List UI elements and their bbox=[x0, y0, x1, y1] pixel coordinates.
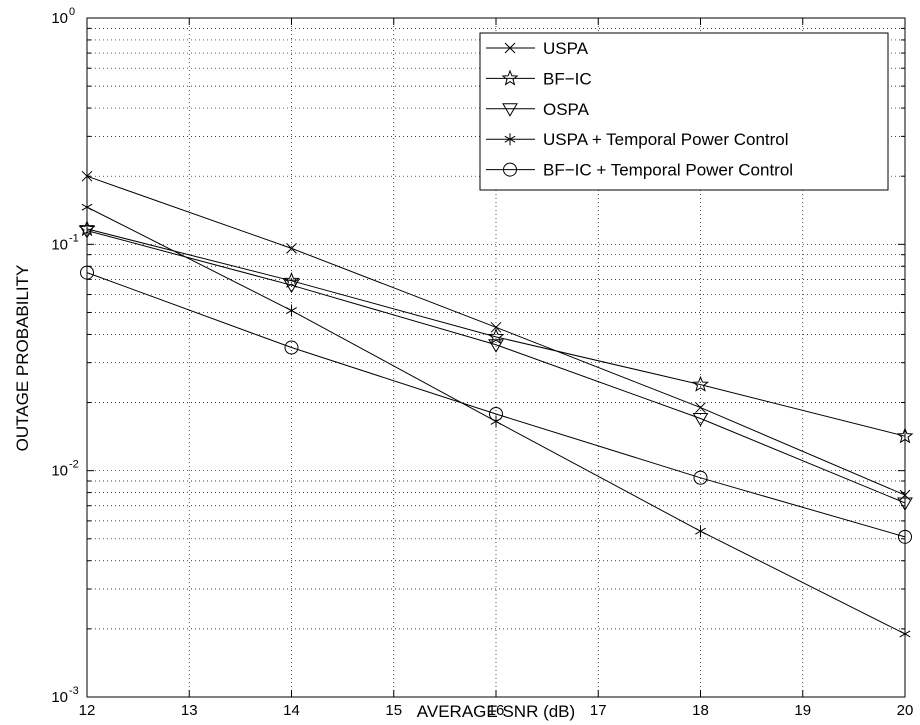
series-line-star bbox=[86, 228, 906, 437]
series-line-circle bbox=[86, 272, 906, 538]
legend-box bbox=[479, 32, 889, 191]
x-tick-label: 15 bbox=[385, 702, 402, 719]
legend-label: OSPA bbox=[543, 100, 590, 119]
legend-label: BF−IC + Temporal Power Control bbox=[543, 161, 793, 180]
legend-marker bbox=[504, 133, 516, 146]
legend-label: BF−IC bbox=[543, 69, 592, 88]
legend-marker bbox=[504, 42, 516, 54]
y-tick-exponent: 0 bbox=[69, 6, 75, 18]
data-point-x bbox=[490, 321, 502, 333]
y-tick-base: 10 bbox=[51, 10, 68, 27]
data-point-circle bbox=[284, 340, 299, 355]
legend-marker bbox=[501, 69, 519, 86]
y-tick-exponent: -3 bbox=[69, 685, 79, 697]
x-tick-label: 14 bbox=[283, 702, 300, 719]
legend-marker bbox=[502, 103, 518, 117]
y-tick-base: 10 bbox=[51, 236, 68, 253]
data-point-triangle-down bbox=[692, 413, 709, 427]
y-tick-exponent: -2 bbox=[69, 459, 79, 471]
legend-label: USPA + Temporal Power Control bbox=[543, 130, 789, 149]
y-tick-label: 10 0 bbox=[51, 6, 75, 27]
y-tick-label: 10 -3 bbox=[51, 685, 78, 706]
x-tick-label: 20 bbox=[897, 702, 914, 719]
x-tick-label: 18 bbox=[692, 702, 709, 719]
data-point-x bbox=[286, 242, 297, 254]
series-lines bbox=[86, 175, 906, 635]
y-tick-base: 10 bbox=[51, 463, 68, 480]
x-tick-label: 19 bbox=[794, 702, 811, 719]
y-tick-base: 10 bbox=[51, 689, 68, 706]
data-point-star bbox=[692, 375, 709, 392]
legend-label: USPA bbox=[543, 39, 589, 58]
y-axis-label: OUTAGE PROBABILITY bbox=[13, 265, 32, 452]
data-point-circle bbox=[489, 406, 503, 421]
data-point-star bbox=[283, 271, 300, 288]
x-axis-label: AVERAGE SNR (dB) bbox=[417, 702, 575, 721]
data-point-x bbox=[695, 402, 706, 413]
data-point-triangle-down bbox=[488, 339, 504, 353]
data-point-asterisk bbox=[286, 304, 297, 317]
y-tick-exponent: -1 bbox=[69, 232, 79, 244]
x-tick-label: 17 bbox=[590, 702, 607, 719]
data-point-circle bbox=[693, 470, 708, 485]
x-tick-label: 12 bbox=[79, 702, 96, 719]
series-line-triangle-down bbox=[86, 230, 906, 504]
y-tick-label: 10 -1 bbox=[51, 232, 78, 253]
x-tick-label: 13 bbox=[181, 702, 198, 719]
y-tick-label: 10 -2 bbox=[51, 459, 78, 480]
data-point-triangle-down bbox=[283, 279, 300, 294]
data-point-asterisk bbox=[695, 525, 706, 538]
x-tick-label: 16 bbox=[488, 702, 505, 719]
legend: USPA BF−IC OSPA USPA + Temporal Power Contr… bbox=[479, 32, 889, 191]
legend-marker bbox=[503, 162, 517, 177]
